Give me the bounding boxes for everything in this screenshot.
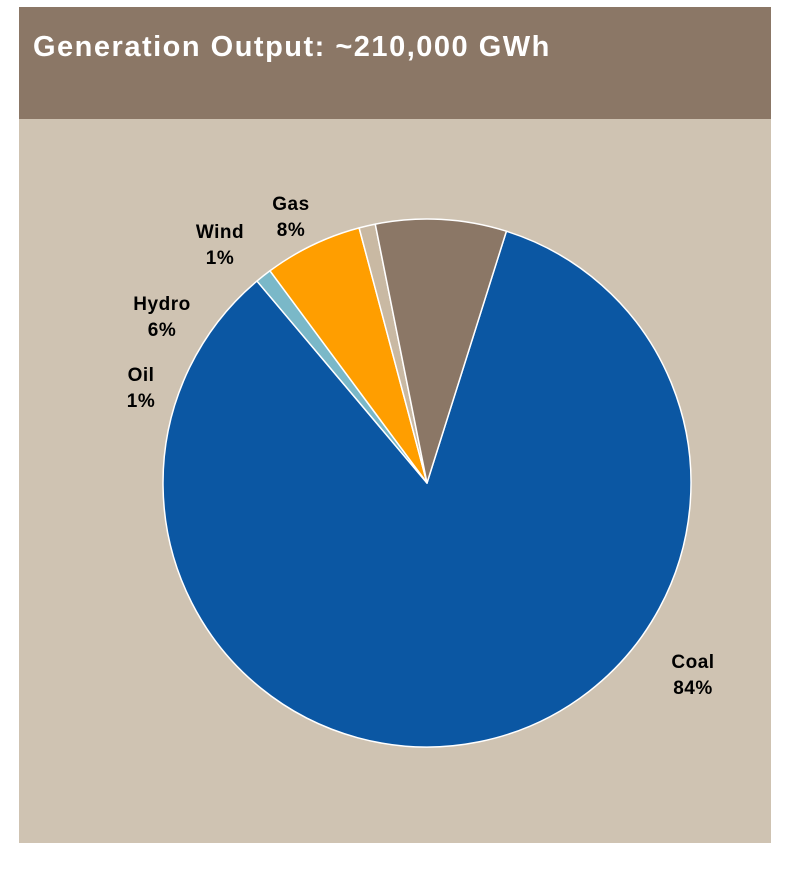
pie-chart: Coal 84% Oil 1% Hydro 6% Wind 1% Gas 8%: [127, 194, 714, 748]
slice-name-wind: Wind: [196, 222, 244, 243]
pie-labels: Coal 84% Oil 1% Hydro 6% Wind 1% Gas 8%: [127, 194, 714, 699]
slice-percent-oil: 1%: [127, 391, 155, 412]
slice-label-hydro: Hydro 6%: [133, 294, 190, 341]
slice-name-hydro: Hydro: [133, 294, 190, 315]
title-bar: Generation Output: ~210,000 GWh: [19, 7, 771, 119]
slice-percent-gas: 8%: [277, 220, 305, 241]
slice-name-gas: Gas: [272, 194, 309, 215]
pie-slice-gas: [374, 218, 508, 484]
chart-title: Generation Output: ~210,000 GWh: [33, 31, 551, 63]
slice-percent-hydro: 6%: [148, 320, 176, 341]
slice-percent-coal: 84%: [673, 678, 713, 699]
slice-name-oil: Oil: [128, 365, 155, 386]
pie-slices: [162, 218, 692, 748]
slice-label-oil: Oil 1%: [127, 365, 155, 412]
slice-label-coal: Coal 84%: [671, 652, 714, 699]
chart-panel: Generation Output: ~210,000 GWh Coal 84% O…: [19, 7, 771, 843]
slice-label-wind: Wind 1%: [196, 222, 244, 269]
slice-name-coal: Coal: [671, 652, 714, 673]
slice-label-gas: Gas 8%: [272, 194, 309, 241]
pie-slice-coal: [162, 230, 692, 748]
slice-percent-wind: 1%: [206, 248, 234, 269]
